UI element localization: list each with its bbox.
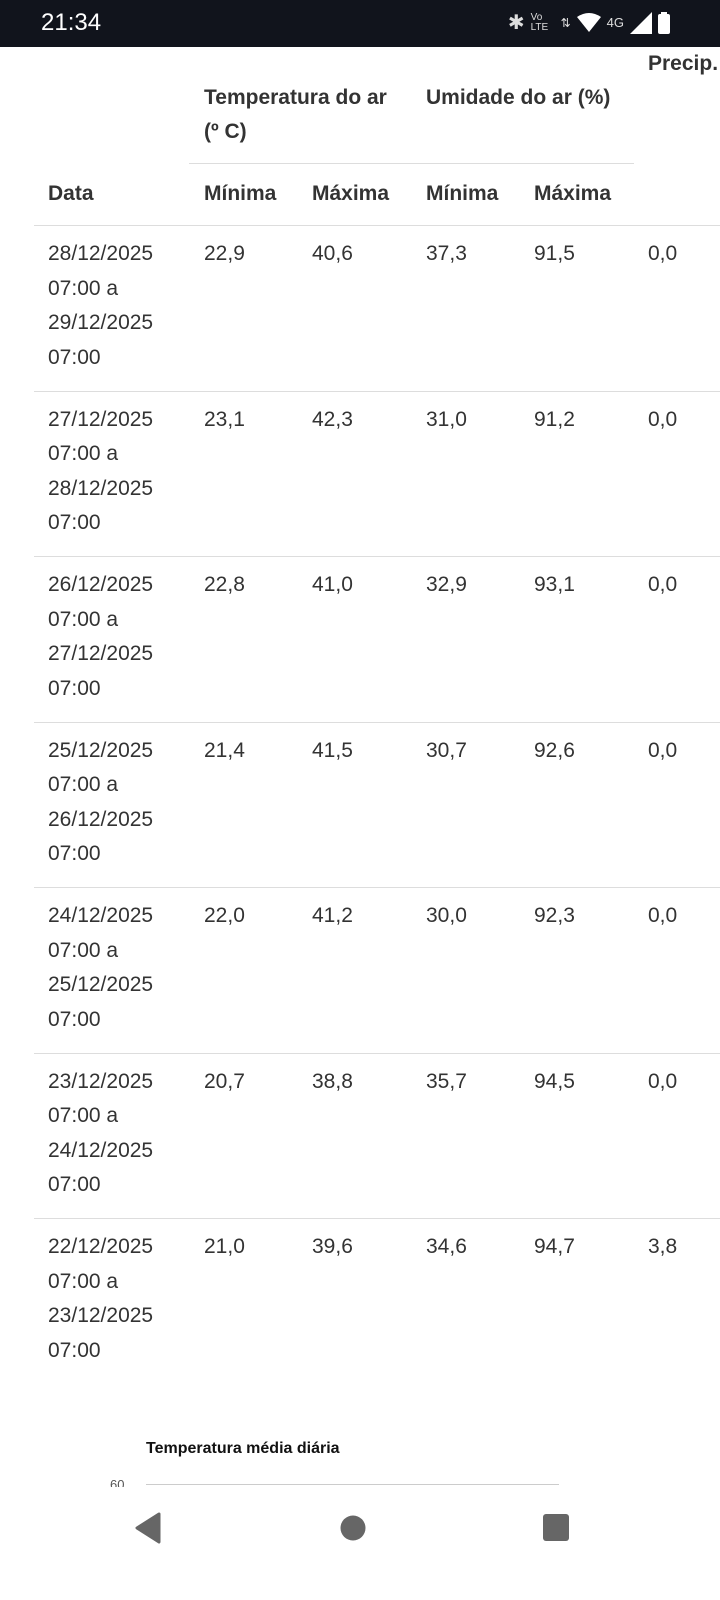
date-cell-line: 07:00 [48,345,101,369]
temp-max-cell: 38,8 [312,1069,353,1093]
header-temp-max: Máxima [312,182,390,205]
row-divider [34,887,720,888]
temp-max-cell: 39,6 [312,1235,353,1258]
date-cell-line: 24/12/2025 [48,1138,154,1162]
weather-table: Precip. acum. (mm) Temperatura do ar (º … [0,47,720,1487]
humidity-min-cell: 37,3 [426,242,467,265]
precip-cell: 0,0 [648,573,678,596]
temp-min-cell: 21,4 [204,738,245,762]
humidity-min-cell: 30,7 [426,738,467,762]
precip-cell: 3,8 [648,1235,678,1258]
precip-cell: 0,0 [648,904,678,927]
date-cell-line: 28/12/2025 [48,242,154,265]
navigation-bar [0,1487,720,1600]
row-divider [34,721,720,723]
date-cell-line: 07:00 [48,842,101,865]
precip-cell: 0,0 [648,407,678,431]
temp-min-cell: 23,1 [204,407,245,431]
date-cell-line: 07:00 a [48,442,119,465]
temp-min-cell: 22,8 [204,573,245,596]
date-cell-line: 07:00 a [48,938,119,962]
precip-cell: 0,0 [648,738,678,762]
wifi-icon [576,12,601,32]
date-cell-line: 07:00 a [48,1269,119,1293]
date-cell-line: 23/12/2025 [48,1069,154,1093]
date-cell-line: 07:00 [48,511,101,534]
date-cell-line: 07:00 [48,1173,101,1196]
header-precip: Precip. acum. (mm) [648,52,720,75]
status-time: 21:34 [41,9,102,36]
date-cell-line: 27/12/2025 [48,642,154,665]
recents-icon[interactable] [543,1514,569,1542]
temp-min-cell: 22,9 [204,242,245,265]
temp-max-cell: 41,0 [312,573,353,596]
row-divider [34,556,720,557]
date-cell-line: 22/12/2025 [48,1235,154,1258]
date-cell-line: 07:00 a [48,276,119,300]
temp-min-cell: 22,0 [204,904,245,927]
temp-max-cell: 40,6 [312,242,353,265]
date-cell-line: 26/12/2025 [48,807,154,831]
date-cell-line: 24/12/2025 [48,904,154,927]
header-temp-min: Mínima [204,182,277,205]
header-date: Data [48,182,94,205]
row-divider [34,1218,720,1219]
date-cell-line: 07:00 a [48,607,119,631]
data-arrows-icon: ⇅ [560,15,571,30]
date-cell-line: 26/12/2025 [48,573,154,596]
date-cell-line: 07:00 [48,676,101,700]
date-cell-line: 07:00 [48,1338,101,1362]
date-cell-line: 25/12/2025 [48,738,154,762]
bluetooth-icon: ✱ [507,12,525,34]
date-cell-line: 07:00 a [48,773,119,796]
temp-max-cell: 41,2 [312,904,353,927]
temp-min-cell: 20,7 [204,1069,245,1093]
date-cell-line: 28/12/2025 [48,476,154,500]
status-bar: 21:34 ✱ Vo LTE ⇅ 4G [0,0,720,47]
humidity-max-cell: 92,3 [534,904,575,927]
header-temperature: Temperatura do ar (º C) [204,86,387,143]
temp-max-cell: 42,3 [312,407,353,431]
humidity-min-cell: 34,6 [426,1235,467,1258]
date-cell-line: 07:00 [48,1007,101,1031]
date-cell-line: 23/12/2025 [48,1304,154,1327]
back-icon[interactable] [135,1512,161,1544]
humidity-min-cell: 32,9 [426,573,467,596]
date-cell-line: 27/12/2025 [48,407,154,431]
humidity-min-cell: 31,0 [426,407,467,431]
row-divider [34,390,720,392]
date-cell-line: 25/12/2025 [48,973,154,996]
precip-cell: 0,0 [648,242,678,265]
temp-max-cell: 41,5 [312,738,353,762]
humidity-max-cell: 93,1 [534,573,575,596]
humidity-max-cell: 91,2 [534,407,575,431]
header-hum-min: Mínima [426,182,499,205]
chart-title: Temperatura média diária [146,1440,340,1457]
date-cell-line: 07:00 a [48,1104,119,1127]
humidity-max-cell: 92,6 [534,738,575,762]
network-type: 4G [606,15,624,30]
humidity-max-cell: 91,5 [534,242,575,265]
signal-icon [630,11,652,34]
y-tick: 60 [110,1477,125,1487]
home-icon[interactable] [340,1515,366,1541]
temp-min-cell: 21,0 [204,1235,245,1258]
header-humidity: Umidade do ar (%) [426,86,611,109]
date-cell-line: 29/12/2025 [48,311,154,334]
row-divider [34,1052,720,1054]
humidity-min-cell: 30,0 [426,904,467,927]
humidity-max-cell: 94,5 [534,1069,575,1093]
battery-icon [658,11,670,34]
humidity-max-cell: 94,7 [534,1235,575,1258]
volte-icon: Vo LTE [530,11,549,33]
humidity-min-cell: 35,7 [426,1069,467,1093]
header-hum-max: Máxima [534,182,612,205]
precip-cell: 0,0 [648,1069,678,1093]
